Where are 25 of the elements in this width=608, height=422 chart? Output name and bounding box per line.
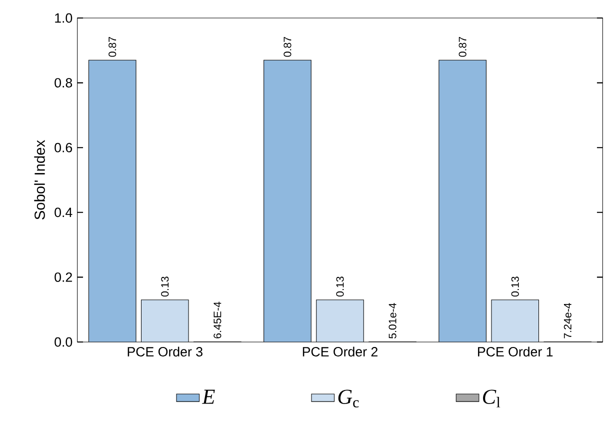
- x-tick-label: PCE Order 3: [128, 346, 202, 356]
- data-label: 0.87: [108, 36, 116, 57]
- legend-label: G$_{c}$: [338, 390, 359, 408]
- y-tick-label: 1.0: [55, 13, 72, 23]
- bar: [316, 300, 364, 342]
- y-tick-label: 0.2: [54, 272, 72, 282]
- data-label: 5.01e-4: [388, 303, 396, 338]
- bar: [141, 300, 189, 342]
- data-label: 0.87: [284, 36, 292, 57]
- legend-label: E: [202, 390, 215, 404]
- data-label: 0.13: [511, 276, 519, 297]
- x-tick-label: PCE Order 1: [478, 346, 553, 356]
- data-label: 0.13: [161, 276, 169, 297]
- bar: [491, 300, 540, 342]
- data-label: 0.13: [336, 276, 344, 297]
- y-axis-title: Sobol' Index: [34, 140, 45, 220]
- x-tick-label: PCE Order 2: [302, 346, 378, 356]
- y-tick-label: 0.0: [54, 337, 72, 347]
- data-label: 7.24e-4: [564, 302, 572, 338]
- y-tick-label: 0.6: [54, 142, 72, 152]
- data-label: 6.45E-4: [214, 302, 222, 338]
- legend-label: C$_{l}$: [483, 390, 500, 408]
- y-tick-label: 0.8: [54, 78, 72, 88]
- data-label: 0.87: [458, 36, 466, 57]
- y-tick-label: 0.4: [54, 208, 72, 218]
